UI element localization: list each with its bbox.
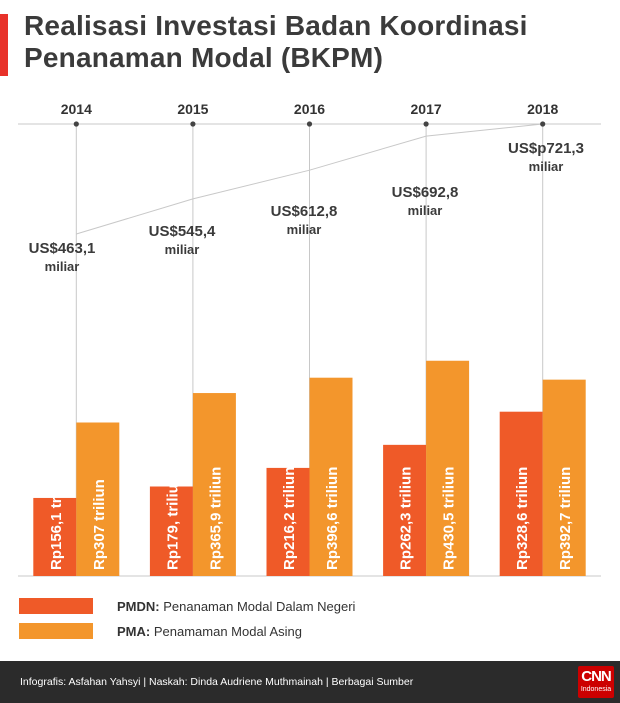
legend-pmdn-key: PMDN: — [117, 598, 160, 614]
legend-pma-key: PMA: — [117, 623, 151, 639]
legend-pmdn: PMDN: Penanaman Modal Dalam Negeri — [19, 598, 355, 614]
year-dot-2015 — [190, 121, 196, 127]
investment-chart: Rp156,1 triliun Rp307 triliun Rp179, trili… — [18, 101, 601, 577]
legend-pmdn-swatch — [19, 598, 93, 614]
bar-pma-2017 — [426, 360, 470, 576]
usd-value-label-2017: US$692,8 — [392, 184, 459, 201]
year-label-2017: 2017 — [411, 101, 442, 117]
usd-unit-label-2018: miliar — [529, 159, 564, 174]
cnn-indonesia-logo: CNN Indonesia — [578, 666, 614, 698]
year-dot-2016 — [306, 121, 313, 127]
bar-pmdn-2014 — [33, 497, 77, 576]
bar-label-pma-2018: Rp392,7 triliun — [557, 467, 574, 570]
legend-pma-swatch — [19, 623, 93, 639]
year-dot-2017 — [423, 121, 429, 127]
logo-sub-text: Indonesia — [580, 686, 612, 693]
usd-value-label-2016: US$612,8 — [271, 203, 338, 220]
bar-pma-2014 — [76, 422, 120, 576]
bar-pma-2018 — [542, 379, 586, 576]
usd-value-label-2015: US$545,4 — [149, 223, 216, 240]
legend-pmdn-text: Penanaman Modal Dalam Negeri — [163, 598, 356, 614]
footer: Infografis: Asfahan Yahsyi | Naskah: Din… — [0, 661, 620, 703]
bar-label-pma-2015: Rp365,9 triliun — [207, 467, 224, 570]
bar-label-pmdn-2015: Rp179, triliun — [164, 475, 181, 570]
year-label-2014: 2014 — [61, 101, 92, 117]
bar-pma-2015 — [192, 393, 236, 576]
bar-pmdn-2018 — [499, 411, 543, 576]
usd-unit-label-2015: miliar — [165, 242, 200, 257]
usd-unit-label-2016: miliar — [287, 222, 322, 237]
usd-trend-line — [76, 123, 543, 235]
usd-unit-label-2017: miliar — [408, 203, 443, 218]
bar-label-pmdn-2014: Rp156,1 triliun — [48, 467, 65, 570]
bar-label-pmdn-2016: Rp216,2 triliun — [281, 467, 298, 570]
usd-value-label-2014: US$463,1 — [29, 240, 96, 257]
usd-unit-label-2014: miliar — [45, 259, 80, 274]
bar-label-pmdn-2017: Rp262,3 triliun — [398, 467, 415, 570]
legend-pma-text: Penamaman Modal Asing — [153, 623, 302, 639]
logo-main-text: CNN — [581, 668, 612, 685]
year-label-2016: 2016 — [294, 101, 325, 117]
title-line-1: Realisasi Investasi Badan Koordinasi — [24, 10, 528, 41]
bar-label-pma-2014: Rp307 triliun — [91, 479, 108, 570]
bar-pmdn-2017 — [383, 444, 427, 576]
bar-pma-2016 — [309, 377, 353, 576]
footer-credits: Infografis: Asfahan Yahsyi | Naskah: Din… — [20, 676, 414, 688]
year-dot-2018 — [540, 121, 546, 127]
bar-label-pma-2016: Rp396,6 triliun — [324, 467, 341, 570]
usd-value-label-2018: US$p721,3 — [508, 140, 584, 157]
year-label-2018: 2018 — [527, 101, 558, 117]
bar-label-pma-2017: Rp430,5 triliun — [441, 467, 458, 570]
bar-label-pmdn-2018: Rp328,6 triliun — [514, 467, 531, 570]
legend-pma: PMA: Penamaman Modal Asing — [19, 623, 302, 639]
bar-pmdn-2015 — [149, 486, 193, 576]
title-accent-bar — [0, 14, 8, 76]
year-label-2015: 2015 — [177, 101, 208, 117]
year-dot-2014 — [73, 121, 79, 127]
page-title: Realisasi Investasi Badan Koordinasi Pen… — [24, 10, 604, 74]
title-line-2: Penanaman Modal (BKPM) — [24, 42, 384, 73]
bar-pmdn-2016 — [266, 467, 310, 576]
